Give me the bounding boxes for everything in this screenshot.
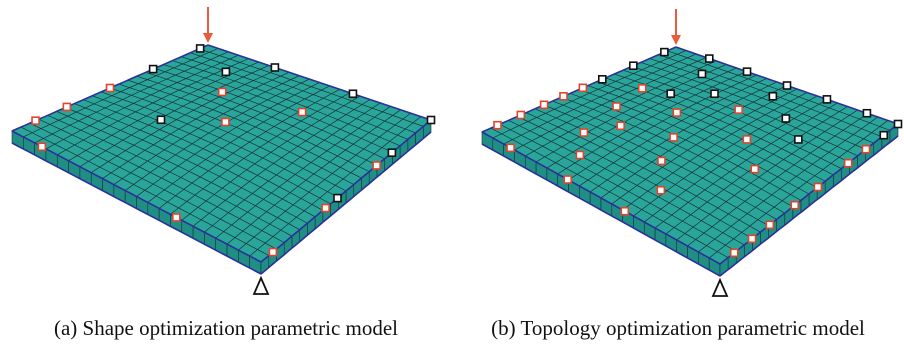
- red-square-marker-icon: [790, 200, 800, 210]
- red-square-marker-icon: [321, 203, 330, 213]
- red-square-marker-icon: [612, 102, 621, 111]
- red-square-marker-icon: [861, 144, 871, 154]
- black-square-marker-icon: [697, 69, 707, 79]
- plate-edge: [11, 130, 262, 263]
- red-square-marker-icon: [493, 120, 502, 130]
- red-square-marker-icon: [268, 247, 278, 257]
- mesh-top-surface: [481, 46, 899, 265]
- black-square-marker-icon: [333, 193, 342, 203]
- caption-topology-optimization: (b) Topology optimization parametric mod…: [491, 316, 865, 340]
- red-square-marker-icon: [747, 234, 757, 244]
- red-square-marker-icon: [669, 133, 678, 142]
- red-square-marker-icon: [37, 142, 47, 152]
- black-square-marker-icon: [660, 47, 669, 57]
- caption-shape-optimization: (a) Shape optimization parametric model: [53, 316, 399, 340]
- red-square-marker-icon: [578, 83, 588, 93]
- black-square-marker-icon: [597, 75, 607, 84]
- red-square-marker-icon: [765, 220, 775, 230]
- red-square-marker-icon: [620, 206, 630, 216]
- black-square-marker-icon: [221, 67, 231, 77]
- red-square-marker-icon: [672, 108, 682, 117]
- red-square-marker-icon: [372, 161, 381, 170]
- mesh-side-faces: [11, 44, 432, 275]
- black-square-marker-icon: [862, 108, 872, 118]
- black-square-marker-icon: [148, 64, 158, 74]
- red-square-marker-icon: [750, 164, 760, 174]
- plate-edge: [719, 135, 899, 277]
- red-square-marker-icon: [616, 121, 625, 131]
- black-square-marker-icon: [782, 81, 792, 90]
- black-square-marker-icon: [710, 89, 719, 99]
- plate-edge: [260, 119, 432, 263]
- red-square-marker-icon: [843, 158, 853, 168]
- red-square-marker-icon: [539, 100, 549, 110]
- black-square-marker-icon: [794, 135, 803, 144]
- red-square-marker-icon: [579, 128, 589, 137]
- red-square-marker-icon: [105, 83, 115, 93]
- red-square-marker-icon: [656, 185, 666, 195]
- panel-shape-optimization: (a) Shape optimization parametric model: [11, 7, 436, 340]
- down-arrow-icon: [671, 9, 681, 45]
- red-square-marker-icon: [742, 135, 752, 144]
- red-square-marker-icon: [62, 102, 72, 112]
- triangle-support-icon: [711, 277, 729, 297]
- red-square-marker-icon: [575, 150, 585, 160]
- black-square-marker-icon: [705, 54, 714, 63]
- plate-edge: [11, 142, 262, 275]
- mesh-side-faces: [481, 46, 899, 277]
- red-square-marker-icon: [729, 248, 739, 258]
- red-square-marker-icon: [506, 143, 515, 153]
- red-square-marker-icon: [516, 110, 526, 120]
- design-markers: [31, 44, 436, 257]
- black-square-marker-icon: [387, 148, 397, 157]
- plate-edge: [260, 131, 432, 275]
- red-square-marker-icon: [563, 175, 572, 184]
- red-square-marker-icon: [221, 117, 230, 127]
- black-square-marker-icon: [742, 67, 752, 76]
- shape-optimization-mesh: [11, 7, 436, 295]
- plate-edge: [207, 44, 432, 121]
- black-square-marker-icon: [156, 115, 166, 125]
- black-square-marker-icon: [629, 61, 638, 71]
- panel-topology-optimization: (b) Topology optimization parametric mod…: [452, 0, 904, 352]
- black-square-marker-icon: [195, 44, 205, 53]
- red-square-marker-icon: [559, 92, 568, 101]
- triangle-support-icon: [252, 275, 270, 295]
- red-square-marker-icon: [637, 84, 647, 93]
- black-square-marker-icon: [822, 95, 832, 104]
- red-square-marker-icon: [217, 87, 227, 97]
- red-square-marker-icon: [657, 156, 666, 166]
- red-square-marker-icon: [172, 213, 181, 222]
- plate-edge: [481, 131, 721, 265]
- design-markers: [493, 47, 903, 258]
- red-square-marker-icon: [297, 107, 307, 117]
- black-square-marker-icon: [879, 130, 889, 140]
- black-square-marker-icon: [348, 89, 358, 99]
- red-square-marker-icon: [813, 182, 823, 192]
- red-square-marker-icon: [31, 116, 40, 125]
- red-square-marker-icon: [734, 105, 743, 114]
- black-square-marker-icon: [768, 91, 778, 101]
- black-square-marker-icon: [270, 63, 280, 72]
- black-square-marker-icon: [666, 89, 675, 98]
- mesh-top-surface: [11, 44, 432, 263]
- down-arrow-icon: [203, 7, 213, 43]
- black-square-marker-icon: [426, 115, 436, 125]
- black-square-marker-icon: [781, 114, 791, 123]
- black-square-marker-icon: [893, 119, 903, 129]
- plate-edge: [481, 143, 721, 277]
- topology-optimization-mesh: [481, 9, 903, 297]
